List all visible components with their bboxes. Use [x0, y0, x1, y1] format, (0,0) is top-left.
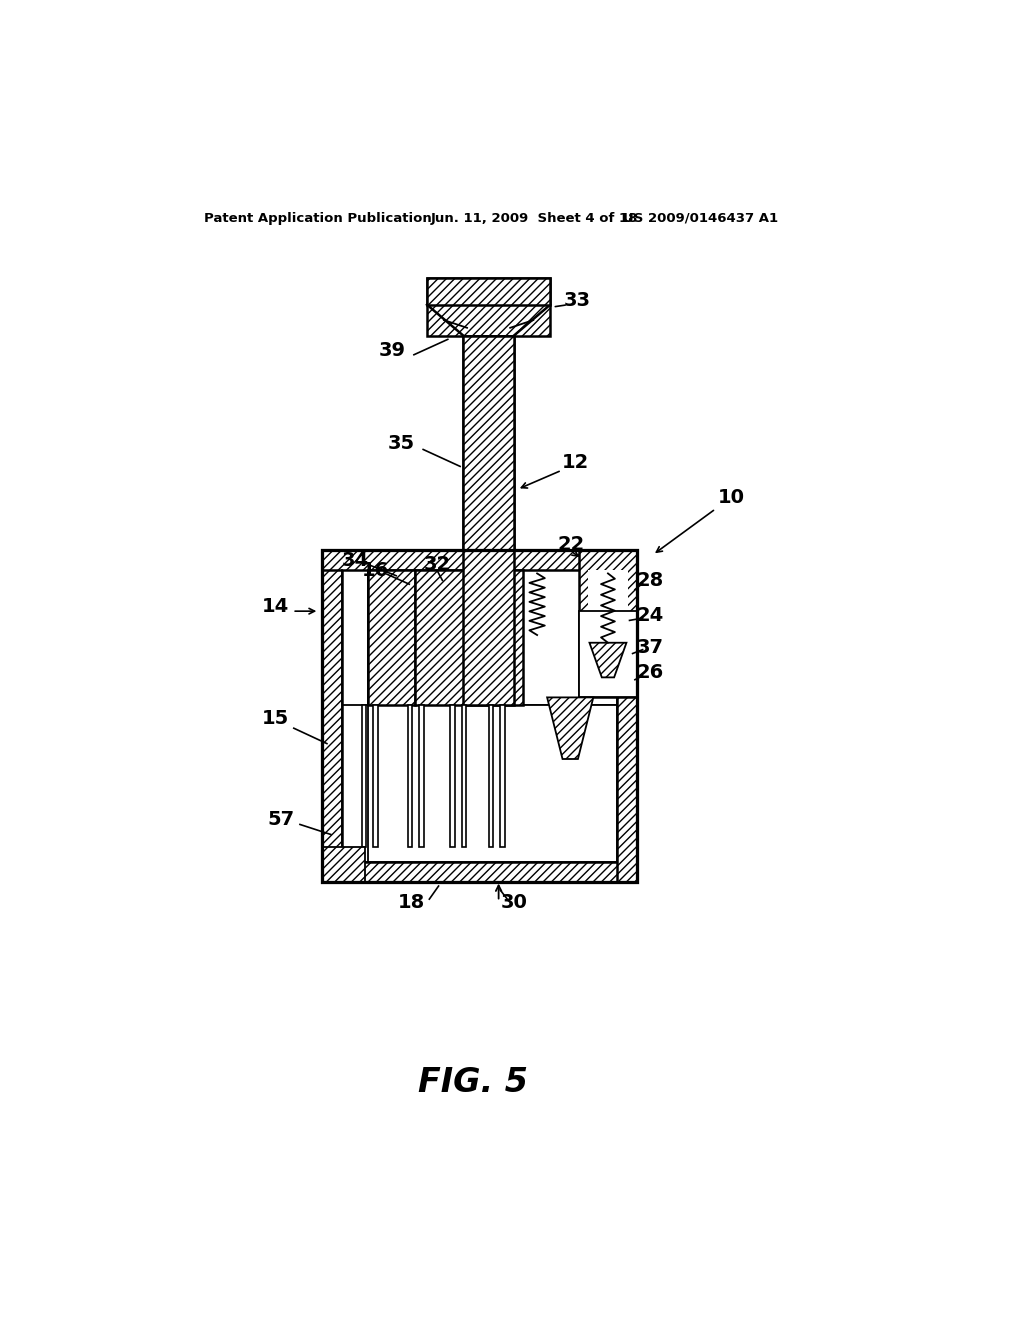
- Text: 39: 39: [379, 342, 406, 360]
- Text: 30: 30: [501, 894, 527, 912]
- Bar: [419, 705, 424, 847]
- Text: 35: 35: [388, 434, 415, 453]
- Bar: [322, 862, 637, 882]
- Text: US 2009/0146437 A1: US 2009/0146437 A1: [624, 213, 778, 224]
- Bar: [500, 705, 505, 847]
- Text: 12: 12: [562, 453, 589, 473]
- Bar: [369, 570, 416, 705]
- Text: 16: 16: [361, 561, 389, 579]
- Polygon shape: [547, 697, 593, 759]
- Bar: [408, 705, 413, 847]
- Text: 33: 33: [563, 292, 591, 310]
- Bar: [342, 570, 369, 862]
- Bar: [463, 335, 514, 549]
- Bar: [451, 705, 455, 847]
- Text: Jun. 11, 2009  Sheet 4 of 18: Jun. 11, 2009 Sheet 4 of 18: [431, 213, 638, 224]
- Bar: [416, 570, 523, 705]
- Text: 32: 32: [424, 554, 451, 574]
- Text: 10: 10: [718, 487, 744, 507]
- Text: 28: 28: [637, 570, 664, 590]
- Text: 14: 14: [262, 597, 289, 616]
- Bar: [322, 549, 637, 570]
- Bar: [342, 570, 617, 862]
- Text: 22: 22: [557, 536, 585, 554]
- Text: 24: 24: [637, 606, 664, 624]
- Bar: [342, 705, 617, 862]
- Bar: [427, 277, 550, 305]
- Bar: [617, 549, 637, 882]
- Bar: [427, 277, 550, 335]
- Text: 34: 34: [342, 550, 369, 570]
- Text: Patent Application Publication: Patent Application Publication: [204, 213, 431, 224]
- Text: 26: 26: [637, 663, 664, 682]
- Bar: [463, 335, 514, 705]
- Text: 37: 37: [637, 638, 664, 657]
- Bar: [579, 549, 637, 697]
- Bar: [462, 705, 466, 847]
- Polygon shape: [590, 643, 627, 677]
- Bar: [523, 570, 617, 705]
- Bar: [322, 549, 637, 882]
- Bar: [588, 570, 628, 688]
- Bar: [322, 847, 365, 882]
- Bar: [322, 549, 342, 882]
- Text: 15: 15: [262, 709, 289, 729]
- Bar: [488, 705, 494, 847]
- Bar: [373, 705, 378, 847]
- Text: 57: 57: [267, 809, 294, 829]
- Text: 18: 18: [398, 894, 425, 912]
- Bar: [361, 705, 367, 847]
- Text: FIG. 5: FIG. 5: [418, 1067, 528, 1098]
- Bar: [579, 611, 637, 697]
